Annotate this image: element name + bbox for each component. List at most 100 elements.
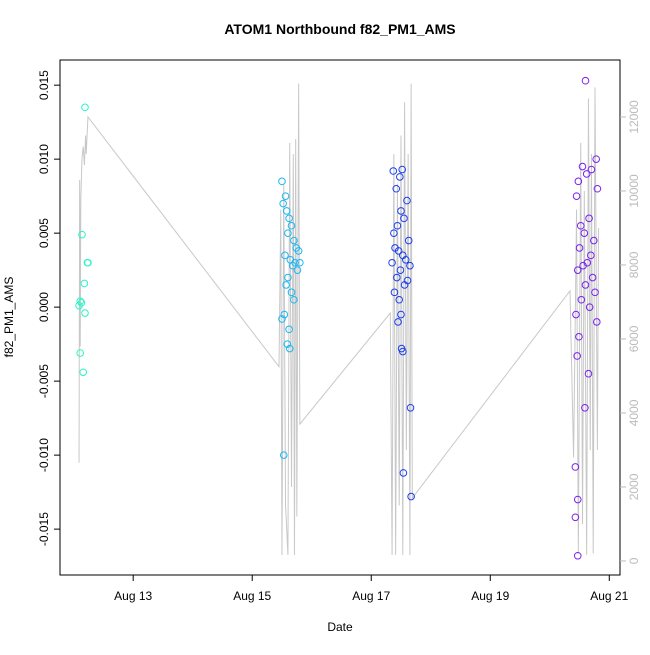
- y-tick-label: -0.005: [37, 364, 51, 398]
- plot-frame: [59, 59, 621, 576]
- point: [76, 349, 85, 357]
- point: [390, 288, 399, 297]
- point: [394, 318, 402, 326]
- point: [393, 221, 402, 230]
- point: [296, 258, 304, 267]
- point: [84, 258, 92, 267]
- y2-tick-label: 4000: [627, 399, 641, 426]
- line: [78, 83, 600, 556]
- point: [285, 325, 293, 334]
- point: [293, 266, 302, 274]
- point: [575, 332, 583, 341]
- point: [396, 173, 404, 181]
- point: [396, 266, 405, 274]
- y-axis-label: f82_PM1_AMS: [2, 277, 16, 358]
- point: [403, 196, 411, 205]
- point: [578, 162, 587, 171]
- point: [398, 347, 407, 356]
- point: [390, 229, 398, 237]
- point: [571, 513, 580, 522]
- point: [397, 310, 405, 319]
- point: [571, 463, 580, 471]
- point: [281, 251, 289, 260]
- point: [81, 103, 89, 112]
- point: [282, 281, 290, 289]
- point: [400, 281, 409, 289]
- y2-tick-label: 12000: [627, 100, 641, 134]
- point: [406, 261, 414, 270]
- point: [284, 273, 292, 282]
- point: [283, 340, 292, 348]
- x-tick-label: Aug 19: [471, 589, 509, 603]
- point: [401, 255, 410, 264]
- point: [393, 273, 401, 282]
- point: [400, 214, 408, 223]
- point: [80, 279, 89, 288]
- y-tick-label: 0.005: [37, 218, 51, 248]
- point: [573, 352, 581, 360]
- point: [580, 229, 589, 237]
- point: [290, 236, 298, 245]
- point: [592, 155, 600, 163]
- point: [281, 192, 290, 200]
- point: [278, 177, 286, 186]
- point: [287, 288, 296, 297]
- point: [287, 221, 296, 230]
- x-tick-label: Aug 21: [590, 589, 628, 603]
- point: [278, 315, 286, 323]
- point: [389, 167, 398, 175]
- point: [582, 170, 591, 178]
- point: [572, 310, 580, 319]
- y2-tick-label: 10000: [627, 174, 641, 208]
- point: [588, 273, 597, 282]
- point: [573, 266, 582, 274]
- y2-tick-label: 2000: [627, 473, 641, 500]
- chart-title: ATOM1 Northbound f82_PM1_AMS: [224, 21, 455, 37]
- point: [579, 261, 587, 270]
- point: [290, 295, 298, 304]
- point: [285, 214, 293, 223]
- point: [592, 318, 601, 326]
- point: [75, 301, 83, 310]
- point: [399, 469, 408, 477]
- y2-tick-label: 0: [627, 557, 641, 564]
- point: [593, 184, 602, 193]
- point: [581, 76, 590, 85]
- point: [280, 310, 289, 319]
- y-tick-label: 0.000: [37, 292, 51, 322]
- point: [397, 207, 405, 215]
- y2-tick-label: 8000: [627, 251, 641, 278]
- point: [407, 492, 415, 501]
- point: [573, 495, 582, 504]
- point: [573, 551, 582, 560]
- x-tick-label: Aug 15: [233, 589, 271, 603]
- point: [81, 309, 89, 317]
- point: [282, 207, 291, 215]
- point: [388, 258, 396, 267]
- y2-tick-label: 6000: [627, 325, 641, 352]
- x-tick-label: Aug 13: [114, 589, 152, 603]
- point: [577, 295, 586, 304]
- point: [575, 244, 584, 252]
- y-tick-label: 0.010: [37, 144, 51, 174]
- point: [406, 403, 415, 412]
- x-axis-label: Date: [327, 620, 353, 634]
- point: [279, 199, 287, 208]
- point: [587, 165, 596, 174]
- point: [585, 303, 594, 311]
- point: [404, 236, 413, 245]
- point: [288, 261, 297, 270]
- point: [572, 192, 581, 200]
- point: [591, 288, 599, 297]
- point: [76, 297, 85, 306]
- point: [587, 251, 595, 260]
- point: [395, 295, 404, 304]
- point: [585, 214, 593, 223]
- y-tick-label: 0.015: [37, 70, 51, 100]
- y-tick-label: -0.015: [37, 512, 51, 546]
- point: [294, 247, 303, 255]
- y-tick-label: -0.010: [37, 438, 51, 472]
